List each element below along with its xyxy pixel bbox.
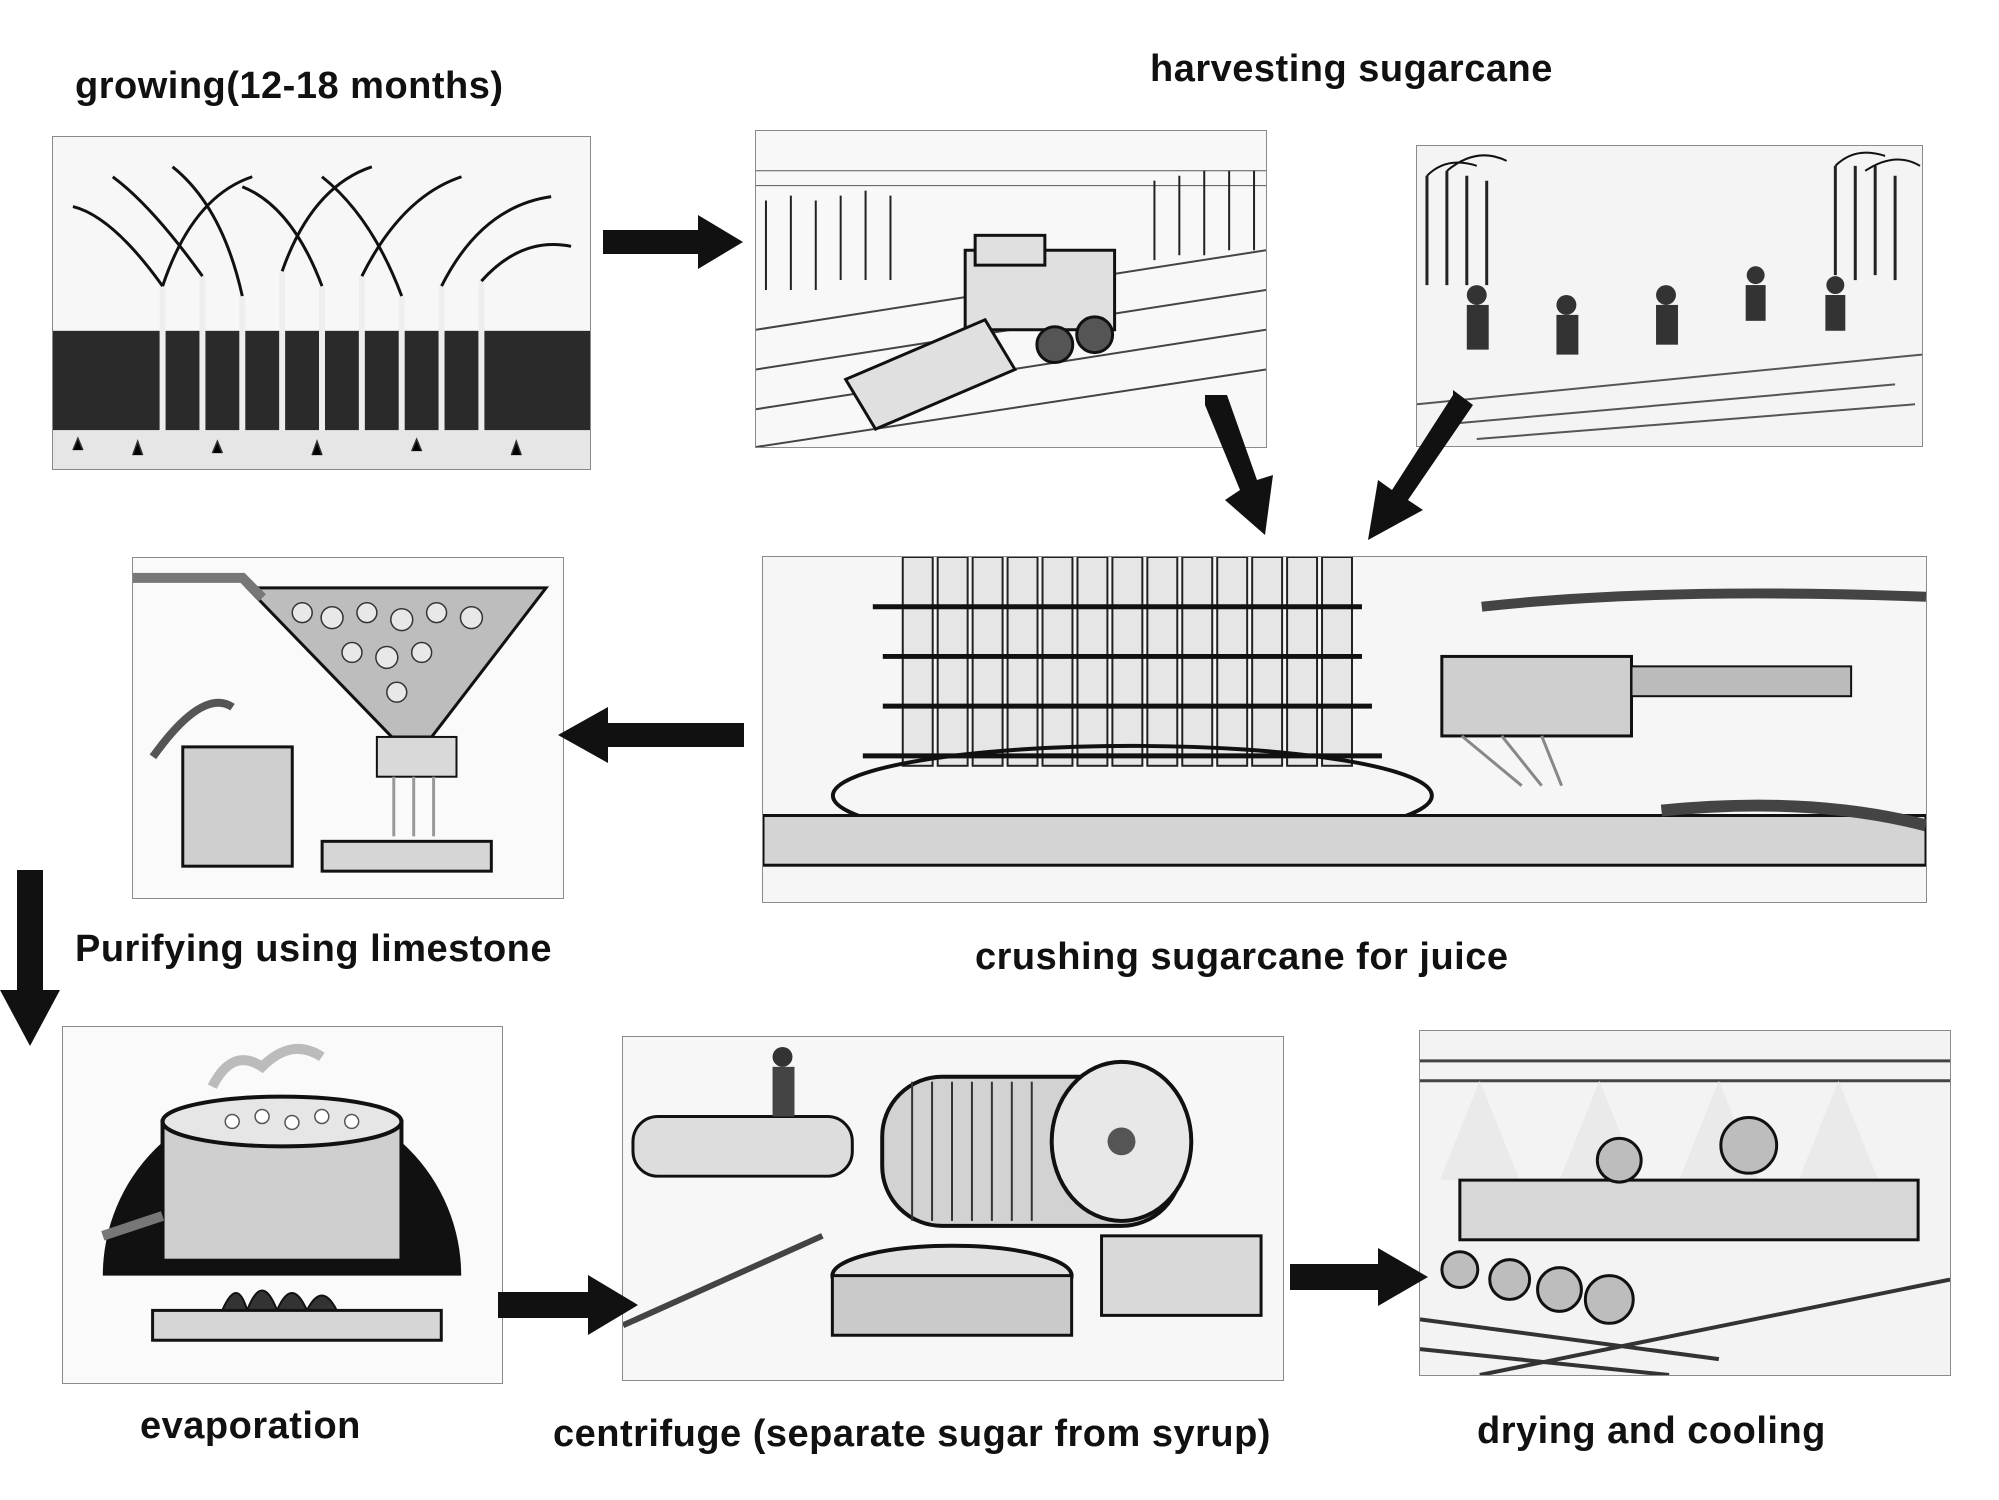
arrow-crushing-to-purifying [558,707,744,763]
label-harvesting: harvesting sugarcane [1150,48,1553,90]
drying-illustration [1419,1030,1951,1376]
arrow-machine-to-crushing [1205,395,1273,535]
arrow-workers-to-crushing [1368,390,1473,540]
arrow-purifying-to-evaporation [0,870,60,1046]
harvesting-workers-illustration [1416,145,1923,447]
evaporation-illustration [62,1026,503,1384]
arrow-evaporation-to-centrifuge [498,1275,638,1335]
arrow-growing-to-harvesting [603,215,743,269]
purifying-illustration [132,557,564,899]
label-crushing: crushing sugarcane for juice [975,936,1509,978]
arrow-centrifuge-to-drying [1290,1248,1428,1306]
label-evaporation: evaporation [140,1405,361,1447]
growing-illustration [52,136,591,470]
label-growing: growing(12-18 months) [75,65,504,107]
crushing-illustration [762,556,1927,903]
harvesting-machine-illustration [755,130,1267,448]
label-purifying: Purifying using limestone [75,928,552,970]
label-drying: drying and cooling [1477,1410,1826,1452]
label-centrifuge: centrifuge (separate sugar from syrup) [553,1413,1271,1455]
centrifuge-illustration [622,1036,1284,1381]
